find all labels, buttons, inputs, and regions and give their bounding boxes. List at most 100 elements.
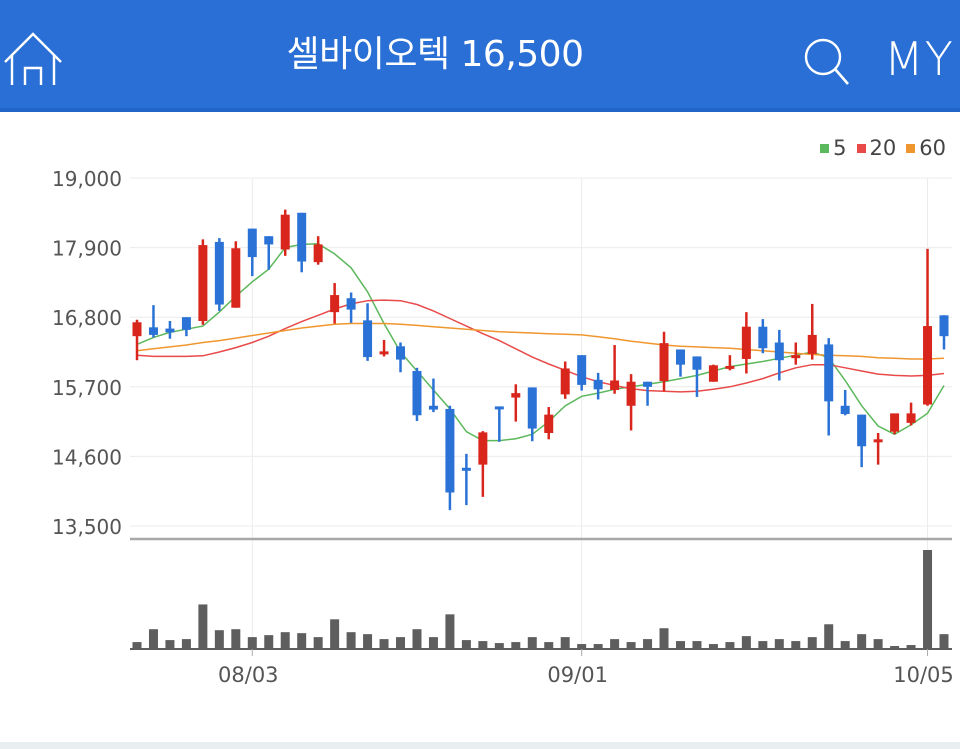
volume-bar[interactable] (346, 632, 356, 649)
volume-bar[interactable] (560, 637, 570, 649)
candle-body[interactable] (890, 413, 900, 432)
search-button[interactable] (800, 36, 856, 88)
candle-body[interactable] (692, 356, 702, 370)
volume-bar[interactable] (923, 550, 933, 649)
candle-body[interactable] (231, 248, 241, 308)
volume-bar[interactable] (148, 629, 158, 649)
candle-body[interactable] (428, 405, 438, 410)
candle-body[interactable] (824, 344, 834, 402)
volume-bar[interactable] (412, 629, 422, 649)
volume-bar[interactable] (264, 635, 274, 649)
volume-bar[interactable] (511, 642, 521, 649)
candle-body[interactable] (725, 365, 735, 369)
candle-body[interactable] (610, 380, 620, 390)
legend-item-ma60[interactable]: 60 (906, 136, 946, 160)
candle-body[interactable] (346, 298, 356, 310)
volume-bar[interactable] (758, 641, 768, 649)
candle-body[interactable] (939, 315, 949, 337)
volume-bar[interactable] (330, 619, 340, 649)
candle-body[interactable] (741, 326, 751, 359)
volume-bar[interactable] (313, 637, 323, 649)
candle-body[interactable] (330, 295, 340, 313)
candle-body[interactable] (774, 342, 784, 361)
volume-bar[interactable] (165, 640, 175, 649)
candle-body[interactable] (906, 413, 916, 423)
volume-bar[interactable] (939, 634, 949, 649)
candle-body[interactable] (363, 320, 373, 358)
volume-bar[interactable] (659, 628, 669, 649)
candle-body[interactable] (297, 212, 307, 262)
candle-body[interactable] (494, 406, 504, 410)
volume-bar[interactable] (725, 642, 735, 649)
volume-bar[interactable] (445, 614, 455, 649)
volume-bar[interactable] (247, 637, 257, 649)
volume-bar[interactable] (626, 642, 636, 649)
candle-body[interactable] (313, 244, 323, 263)
candle-body[interactable] (643, 381, 653, 387)
candle-body[interactable] (264, 236, 274, 245)
my-menu-button[interactable]: MY (884, 32, 954, 86)
candle-body[interactable] (181, 317, 191, 330)
volume-bar[interactable] (396, 637, 406, 649)
volume-bar[interactable] (873, 639, 883, 649)
candle-body[interactable] (198, 245, 208, 321)
volume-bar[interactable] (774, 639, 784, 649)
candle-body[interactable] (511, 393, 521, 398)
volume-bar[interactable] (379, 639, 389, 649)
volume-bar[interactable] (478, 641, 488, 649)
candle-body[interactable] (577, 355, 587, 385)
candle-body[interactable] (148, 327, 158, 335)
legend-item-ma5[interactable]: 5 (820, 136, 847, 160)
volume-bar[interactable] (198, 604, 208, 649)
volume-bar[interactable] (297, 633, 307, 649)
volume-bar[interactable] (544, 642, 554, 649)
volume-bar[interactable] (890, 646, 900, 649)
volume-bar[interactable] (741, 636, 751, 649)
candle-body[interactable] (379, 351, 389, 355)
candle-body[interactable] (626, 381, 636, 406)
candle-body[interactable] (396, 346, 406, 360)
candle-body[interactable] (923, 326, 933, 405)
candle-body[interactable] (527, 387, 537, 429)
candle-body[interactable] (132, 322, 142, 337)
volume-bar[interactable] (675, 641, 685, 649)
volume-bar[interactable] (708, 644, 718, 649)
volume-bar[interactable] (461, 640, 471, 649)
candle-body[interactable] (412, 370, 422, 416)
home-button[interactable] (2, 30, 64, 88)
volume-bar[interactable] (214, 630, 224, 649)
volume-bar[interactable] (807, 637, 817, 649)
volume-bar[interactable] (791, 641, 801, 649)
volume-bar[interactable] (643, 639, 653, 649)
candle-body[interactable] (165, 328, 175, 333)
candle-body[interactable] (659, 343, 669, 382)
volume-bar[interactable] (840, 641, 850, 649)
volume-bar[interactable] (494, 643, 504, 649)
candle-body[interactable] (593, 379, 603, 390)
volume-bar[interactable] (280, 632, 290, 649)
volume-bar[interactable] (593, 644, 603, 649)
candle-body[interactable] (280, 214, 290, 250)
volume-bar[interactable] (231, 629, 241, 649)
candle-body[interactable] (247, 228, 257, 258)
volume-bar[interactable] (527, 637, 537, 649)
volume-bar[interactable] (906, 645, 916, 649)
candle-body[interactable] (873, 439, 883, 443)
candle-body[interactable] (560, 368, 570, 395)
candle-body[interactable] (791, 355, 801, 359)
volume-bar[interactable] (577, 644, 587, 649)
candle-body[interactable] (758, 326, 768, 349)
volume-bar[interactable] (857, 634, 867, 649)
candle-body[interactable] (708, 365, 718, 382)
candle-body[interactable] (807, 334, 817, 354)
candle-body[interactable] (461, 467, 471, 471)
candle-body[interactable] (857, 414, 867, 447)
candle-body[interactable] (478, 432, 488, 465)
legend-item-ma20[interactable]: 20 (856, 136, 896, 160)
candle-body[interactable] (544, 414, 554, 433)
volume-bar[interactable] (181, 639, 191, 649)
candle-body[interactable] (445, 408, 455, 493)
volume-bar[interactable] (692, 641, 702, 649)
candle-body[interactable] (214, 241, 224, 305)
